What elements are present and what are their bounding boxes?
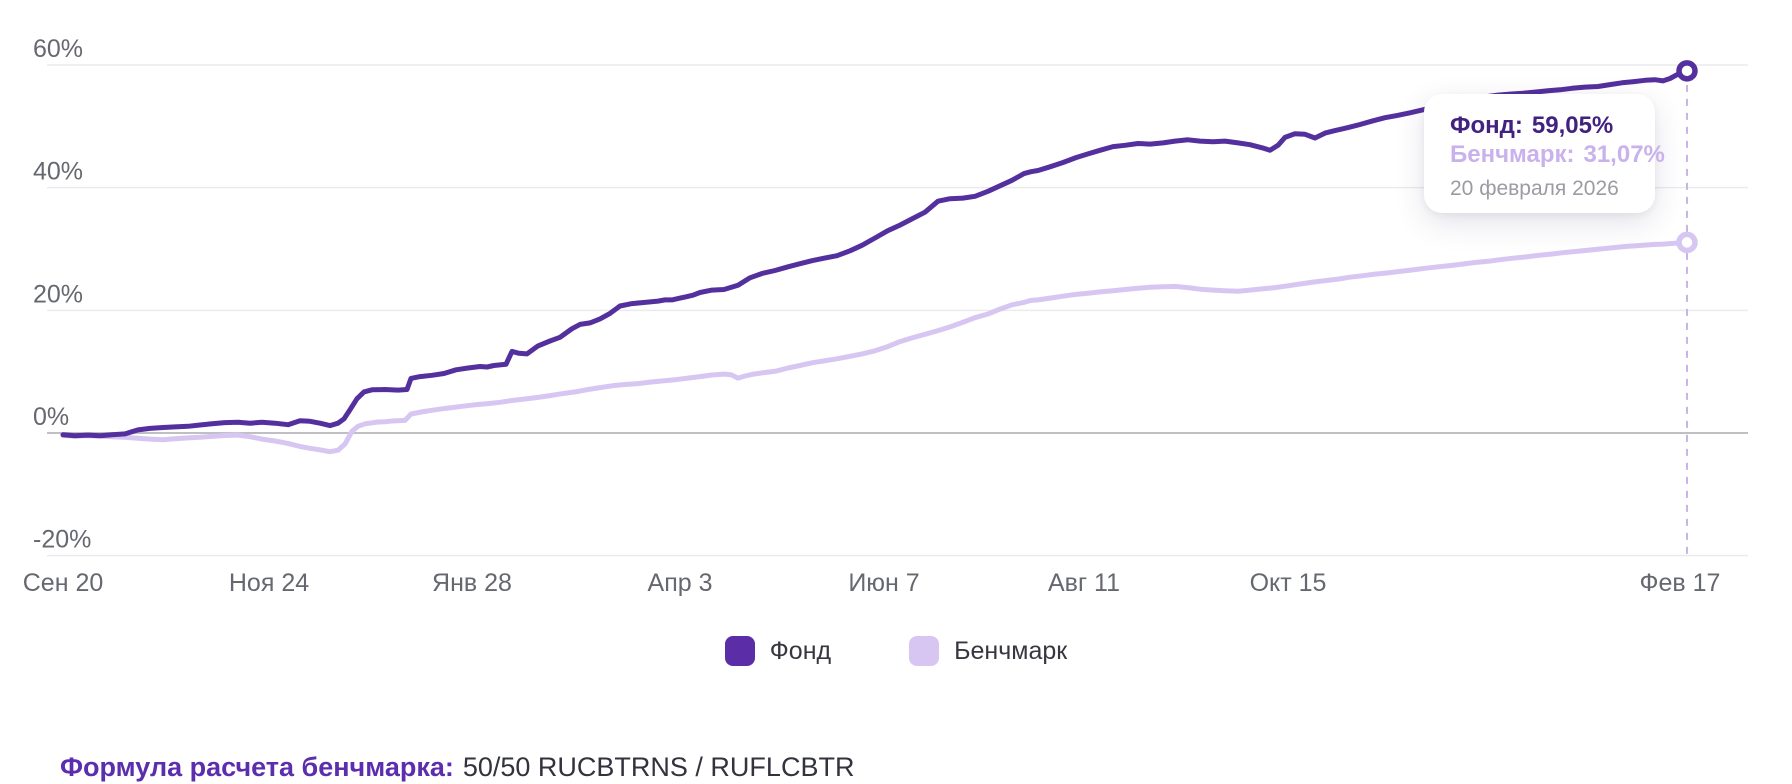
x-axis-label-1: Ноя 24 — [229, 569, 309, 597]
x-axis-label-3: Апр 3 — [648, 569, 713, 597]
legend-label-benchmark: Бенчмарк — [954, 636, 1068, 665]
benchmark-formula: Формула расчета бенчмарка: 50/50 RUCBTRNS… — [60, 750, 854, 784]
legend-item-benchmark[interactable]: Бенчмарк — [909, 636, 1067, 666]
tooltip-fund-row: Фонд: 59,05% — [1450, 111, 1655, 140]
chart-canvas[interactable]: 60% 40% 20% 0% -20% Сен 20 Ноя 24 Янв 28 Апр 3 Ию… — [0, 0, 1792, 612]
x-axis-label-2: Янв 28 — [432, 569, 512, 597]
benchmark-swatch-icon — [909, 636, 940, 666]
endpoint-marker-benchmark — [1676, 231, 1698, 254]
legend-label-fund: Фонд — [769, 636, 832, 665]
tooltip-date: 20 февраля 2026 — [1450, 177, 1619, 200]
fund-swatch-icon — [724, 636, 755, 666]
series-line-benchmark — [60, 239, 1690, 455]
y-axis-label-20: 20% — [33, 280, 83, 308]
x-axis-label-7: Фев 17 — [1640, 569, 1721, 597]
chart-legend: Фонд Бенчмарк — [0, 634, 1792, 668]
legend-item-fund[interactable]: Фонд — [724, 636, 832, 666]
x-axis-label-5: Авг 11 — [1048, 569, 1120, 597]
x-axis-label-6: Окт 15 — [1250, 569, 1327, 597]
chart-tooltip: Фонд: 59,05% Бенчмарк: 31,07% 20 февраля 2… — [1424, 94, 1665, 213]
tooltip-benchmark-row: Бенчмарк: 31,07% — [1450, 140, 1665, 169]
y-axis-label-0: 0% — [33, 403, 69, 431]
y-axis-label-40: 40% — [33, 158, 83, 186]
y-axis-label--20: -20% — [33, 526, 91, 554]
tooltip-fund-label: Фонд: — [1450, 112, 1523, 139]
tooltip-fund-value: 59,05% — [1531, 112, 1614, 139]
performance-chart: 60% 40% 20% 0% -20% Сен 20 Ноя 24 Янв 28 Апр 3 Ию… — [0, 0, 1792, 612]
tooltip-benchmark-label: Бенчмарк: — [1450, 141, 1575, 168]
x-axis-label-0: Сен 20 — [23, 569, 104, 597]
x-axis-label-4: Июн 7 — [848, 569, 919, 597]
tooltip-benchmark-value: 31,07% — [1583, 141, 1665, 168]
y-axis-label-60: 60% — [33, 35, 83, 63]
formula-label: Формула расчета бенчмарка: — [60, 752, 454, 782]
series-line-fund — [60, 68, 1690, 439]
endpoint-marker-fund — [1676, 60, 1698, 82]
formula-value: 50/50 RUCBTRNS / RUFLCBTR — [462, 752, 855, 782]
